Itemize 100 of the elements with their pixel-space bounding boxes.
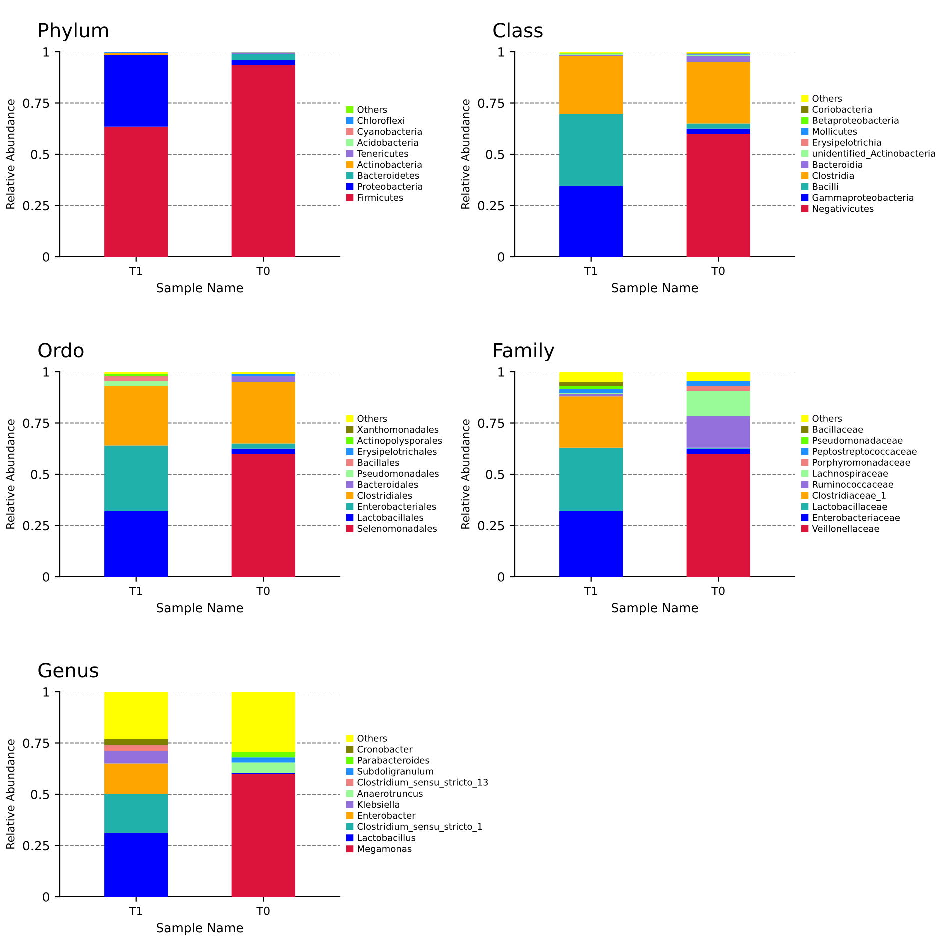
legend-label: Lachnospiraceae [813, 470, 888, 479]
legend-label: Enterobacteriaceae [813, 514, 900, 522]
bar [560, 389, 624, 394]
legend-label: Ruminococcaceae [813, 481, 894, 488]
x-tick-label: T0 [712, 586, 725, 596]
y-tick-label: 0.75 [23, 738, 50, 748]
x-tick-label: T1 [129, 907, 142, 916]
legend-label: Cronobacter [358, 746, 413, 753]
y-tick-label: 0 [43, 572, 50, 582]
legend-label: Gammaproteobacteria [812, 194, 914, 203]
bar [560, 114, 624, 186]
x-tick-label: T1 [584, 587, 598, 596]
legend-label: Peptostreptococcaceae [813, 448, 917, 457]
legend-label: Acidobacteria [357, 139, 418, 146]
bar [232, 54, 296, 60]
y-tick-label: 0.25 [23, 841, 50, 851]
legend-label: Anaerotruncus [357, 790, 423, 798]
legend-label: Negativicutes [813, 205, 874, 214]
y-axis-title: Relative Abundance [6, 420, 15, 529]
bar [232, 376, 296, 382]
y-axis-title: Relative Abundance [6, 740, 15, 849]
y-tick-label: 0.5 [486, 150, 504, 160]
bar [686, 381, 750, 386]
bar [104, 381, 168, 386]
bar [104, 833, 168, 897]
bar [104, 386, 168, 446]
x-tick-label: T0 [256, 906, 270, 916]
legend-label: Lactobacillales [358, 514, 424, 522]
y-tick-label: 0.25 [478, 521, 504, 531]
y-tick-label: 1 [44, 368, 50, 377]
bar [686, 62, 750, 124]
bar [686, 134, 750, 257]
legend-label: Tenericutes [357, 150, 408, 158]
legend-label: Coriobacteria [812, 106, 872, 114]
legend-label: Selenomonadales [358, 525, 437, 532]
legend-label: Chloroflexi [358, 117, 404, 124]
legend-label: Mollicutes [813, 128, 858, 136]
bar [686, 372, 750, 382]
y-axis-title: Relative Abundance [6, 100, 15, 209]
bar [232, 60, 296, 66]
bar [104, 751, 168, 764]
x-tick-label: T0 [256, 586, 270, 596]
legend-label: Others [812, 415, 842, 422]
bar [104, 55, 168, 127]
bar [232, 762, 296, 773]
x-axis-title: Sample Name [156, 283, 244, 296]
bar [232, 382, 296, 444]
bar [232, 444, 296, 449]
legend-label: Bacilli [813, 183, 838, 190]
y-tick-label: 0.75 [23, 98, 50, 108]
bar [232, 448, 296, 454]
legend-label: unidentified_Actinobacteria [813, 150, 936, 159]
bar [560, 372, 624, 382]
y-tick-label: 0 [498, 252, 504, 262]
bar [104, 692, 168, 740]
y-tick-label: 1 [498, 48, 504, 57]
legend-label: Clostridiales [358, 492, 412, 500]
x-tick-label: T1 [129, 587, 142, 596]
chart-title: Genus [38, 663, 98, 678]
legend-label: Parabacteroides [358, 756, 430, 764]
y-tick-label: 0 [43, 892, 50, 902]
bar [686, 128, 750, 134]
legend-label: Bacillaceae [813, 426, 864, 434]
x-tick-label: T1 [129, 267, 142, 276]
legend-label: Lactobacillaceae [813, 503, 888, 510]
legend-label: Clostridia [812, 172, 854, 180]
legend-label: Actinobacteria [357, 161, 422, 168]
y-tick-label: 0.25 [23, 521, 50, 531]
legend-label: Bacillales [358, 459, 400, 466]
legend-label: Enterobacteriales [358, 503, 436, 510]
y-tick-label: 0.5 [486, 470, 504, 480]
legend-label: Megamonas [358, 846, 412, 854]
x-axis-title: Sample Name [156, 923, 244, 936]
y-tick-label: 0.25 [478, 201, 504, 211]
legend-label: Porphyromonadaceae [813, 459, 910, 468]
y-axis-title: Relative Abundance [461, 100, 470, 209]
bar [232, 758, 296, 763]
legend-label: Klebsiella [358, 801, 400, 808]
bar [686, 454, 750, 577]
legend-label: Cyanobacteria [358, 128, 422, 137]
y-tick-label: 1 [44, 688, 50, 697]
legend-label: Others [358, 106, 388, 114]
bar [104, 739, 168, 746]
legend-label: Xanthomonadales [358, 426, 439, 434]
chart-title: Ordo [38, 342, 84, 358]
y-tick-label: 0.5 [31, 790, 50, 800]
bar [686, 56, 750, 62]
bar [560, 386, 624, 390]
bar [232, 752, 296, 758]
bar [232, 774, 296, 897]
x-axis-title: Sample Name [612, 603, 698, 616]
bar [104, 126, 168, 257]
bar [686, 416, 750, 448]
y-tick-label: 0.5 [31, 470, 50, 480]
bar [104, 794, 168, 834]
bar [560, 186, 624, 257]
legend-label: Enterobacter [358, 812, 416, 820]
legend-label: Clostridiaceae_1 [812, 492, 886, 501]
y-tick-label: 1 [44, 48, 50, 57]
legend-label: Erysipelotrichia [813, 139, 882, 148]
